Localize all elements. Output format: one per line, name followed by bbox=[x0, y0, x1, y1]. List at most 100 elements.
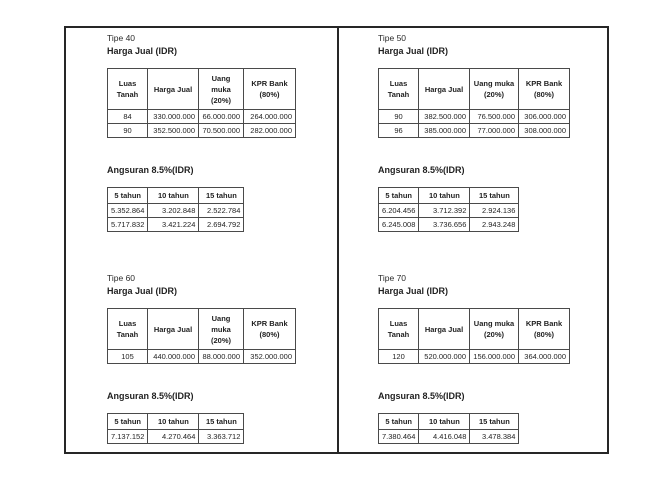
table-header-row: Luas Tanah Harga Jual Uang muka (20%) KP… bbox=[107, 308, 296, 350]
header-15-tahun: 15 tahun bbox=[198, 413, 245, 430]
cell-10-tahun: 4.270.464 bbox=[147, 429, 200, 444]
cell-luas-tanah: 90 bbox=[107, 123, 148, 138]
header-harga-jual: Harga Jual bbox=[147, 308, 199, 350]
cell-10-tahun: 4.416.048 bbox=[418, 429, 471, 444]
table-row: 6.204.456 3.712.392 2.924.136 bbox=[377, 203, 520, 218]
cell-luas-tanah: 84 bbox=[107, 109, 148, 124]
header-luas-tanah: Luas Tanah bbox=[107, 68, 148, 110]
harga-jual-title: Harga Jual (IDR) bbox=[378, 46, 449, 56]
cell-15-tahun: 2.943.248 bbox=[469, 217, 520, 232]
cell-luas-tanah: 90 bbox=[378, 109, 419, 124]
harga-jual-table-tipe-40: Luas Tanah Harga Jual Uang muka (20%) KP… bbox=[107, 68, 296, 138]
cell-5-tahun: 6.245.008 bbox=[377, 217, 420, 232]
harga-jual-title: Harga Jual (IDR) bbox=[107, 286, 178, 296]
cell-10-tahun: 3.421.224 bbox=[147, 217, 200, 232]
cell-kpr-bank: 352.000.000 bbox=[243, 349, 296, 364]
cell-kpr-bank: 308.000.000 bbox=[518, 123, 570, 138]
harga-jual-table-tipe-70: Luas Tanah Harga Jual Uang muka (20%) KP… bbox=[378, 308, 570, 364]
header-kpr-bank: KPR Bank (80%) bbox=[243, 68, 296, 110]
angsuran-title: Angsuran 8.5%(IDR) bbox=[107, 391, 194, 401]
table-header-row: 5 tahun 10 tahun 15 tahun bbox=[377, 187, 520, 204]
header-15-tahun: 15 tahun bbox=[469, 413, 520, 430]
header-harga-jual: Harga Jual bbox=[147, 68, 199, 110]
table-row: 96 385.000.000 77.000.000 308.000.000 bbox=[378, 123, 570, 138]
header-5-tahun: 5 tahun bbox=[106, 413, 149, 430]
angsuran-table-tipe-70: 5 tahun 10 tahun 15 tahun 7.380.464 4.41… bbox=[377, 413, 520, 444]
table-row: 90 382.500.000 76.500.000 306.000.000 bbox=[378, 109, 570, 124]
cell-15-tahun: 2.694.792 bbox=[198, 217, 245, 232]
angsuran-table-tipe-50: 5 tahun 10 tahun 15 tahun 6.204.456 3.71… bbox=[377, 187, 520, 232]
tipe-label: Tipe 40 bbox=[107, 33, 136, 43]
cell-15-tahun: 3.478.384 bbox=[469, 429, 520, 444]
cell-luas-tanah: 96 bbox=[378, 123, 419, 138]
table-row: 90 352.500.000 70.500.000 282.000.000 bbox=[107, 123, 296, 138]
header-10-tahun: 10 tahun bbox=[147, 413, 200, 430]
angsuran-title: Angsuran 8.5%(IDR) bbox=[378, 165, 465, 175]
header-luas-tanah: Luas Tanah bbox=[107, 308, 148, 350]
cell-uang-muka: 88.000.000 bbox=[198, 349, 244, 364]
cell-10-tahun: 3.202.848 bbox=[147, 203, 200, 218]
header-kpr-bank: KPR Bank (80%) bbox=[518, 68, 570, 110]
harga-jual-title: Harga Jual (IDR) bbox=[378, 286, 449, 296]
table-header-row: 5 tahun 10 tahun 15 tahun bbox=[377, 413, 520, 430]
header-15-tahun: 15 tahun bbox=[469, 187, 520, 204]
header-uang-muka: Uang muka (20%) bbox=[198, 308, 244, 350]
angsuran-title: Angsuran 8.5%(IDR) bbox=[378, 391, 465, 401]
angsuran-table-tipe-40: 5 tahun 10 tahun 15 tahun 5.352.864 3.20… bbox=[106, 187, 245, 232]
header-luas-tanah: Luas Tanah bbox=[378, 68, 419, 110]
cell-kpr-bank: 264.000.000 bbox=[243, 109, 296, 124]
cell-5-tahun: 5.352.864 bbox=[106, 203, 149, 218]
header-uang-muka: Uang muka (20%) bbox=[469, 308, 519, 350]
table-header-row: Luas Tanah Harga Jual Uang muka (20%) KP… bbox=[378, 308, 570, 350]
cell-harga-jual: 330.000.000 bbox=[147, 109, 199, 124]
harga-jual-table-tipe-60: Luas Tanah Harga Jual Uang muka (20%) KP… bbox=[107, 308, 296, 364]
header-harga-jual: Harga Jual bbox=[418, 308, 470, 350]
tipe-label: Tipe 50 bbox=[378, 33, 407, 43]
cell-uang-muka: 66.000.000 bbox=[198, 109, 244, 124]
left-column: Tipe 40 Harga Jual (IDR) Luas Tanah Harg… bbox=[66, 28, 339, 452]
table-row: 5.717.832 3.421.224 2.694.792 bbox=[106, 217, 245, 232]
header-uang-muka: Uang muka (20%) bbox=[198, 68, 244, 110]
document-page: Tipe 40 Harga Jual (IDR) Luas Tanah Harg… bbox=[64, 26, 609, 454]
header-5-tahun: 5 tahun bbox=[377, 413, 420, 430]
right-column: Tipe 50 Harga Jual (IDR) Luas Tanah Harg… bbox=[339, 28, 607, 452]
cell-uang-muka: 70.500.000 bbox=[198, 123, 244, 138]
table-row: 6.245.008 3.736.656 2.943.248 bbox=[377, 217, 520, 232]
table-row: 120 520.000.000 156.000.000 364.000.000 bbox=[378, 349, 570, 364]
cell-uang-muka: 156.000.000 bbox=[469, 349, 519, 364]
cell-5-tahun: 7.380.464 bbox=[377, 429, 420, 444]
cell-15-tahun: 2.522.784 bbox=[198, 203, 245, 218]
header-harga-jual: Harga Jual bbox=[418, 68, 470, 110]
cell-5-tahun: 6.204.456 bbox=[377, 203, 420, 218]
header-kpr-bank: KPR Bank (80%) bbox=[518, 308, 570, 350]
angsuran-table-tipe-60: 5 tahun 10 tahun 15 tahun 7.137.152 4.27… bbox=[106, 413, 245, 444]
cell-15-tahun: 3.363.712 bbox=[198, 429, 245, 444]
header-10-tahun: 10 tahun bbox=[147, 187, 200, 204]
angsuran-title: Angsuran 8.5%(IDR) bbox=[107, 165, 194, 175]
cell-10-tahun: 3.712.392 bbox=[418, 203, 471, 218]
tipe-label: Tipe 60 bbox=[107, 273, 136, 283]
table-header-row: Luas Tanah Harga Jual Uang muka (20%) KP… bbox=[107, 68, 296, 110]
cell-harga-jual: 520.000.000 bbox=[418, 349, 470, 364]
header-10-tahun: 10 tahun bbox=[418, 187, 471, 204]
table-header-row: Luas Tanah Harga Jual Uang muka (20%) KP… bbox=[378, 68, 570, 110]
cell-kpr-bank: 364.000.000 bbox=[518, 349, 570, 364]
harga-jual-table-tipe-50: Luas Tanah Harga Jual Uang muka (20%) KP… bbox=[378, 68, 570, 138]
cell-harga-jual: 385.000.000 bbox=[418, 123, 470, 138]
table-row: 7.380.464 4.416.048 3.478.384 bbox=[377, 429, 520, 444]
cell-harga-jual: 352.500.000 bbox=[147, 123, 199, 138]
cell-15-tahun: 2.924.136 bbox=[469, 203, 520, 218]
cell-luas-tanah: 120 bbox=[378, 349, 419, 364]
cell-harga-jual: 440.000.000 bbox=[147, 349, 199, 364]
table-header-row: 5 tahun 10 tahun 15 tahun bbox=[106, 413, 245, 430]
cell-luas-tanah: 105 bbox=[107, 349, 148, 364]
header-kpr-bank: KPR Bank (80%) bbox=[243, 308, 296, 350]
cell-5-tahun: 7.137.152 bbox=[106, 429, 149, 444]
header-luas-tanah: Luas Tanah bbox=[378, 308, 419, 350]
tipe-label: Tipe 70 bbox=[378, 273, 407, 283]
header-uang-muka: Uang muka (20%) bbox=[469, 68, 519, 110]
cell-kpr-bank: 282.000.000 bbox=[243, 123, 296, 138]
table-row: 7.137.152 4.270.464 3.363.712 bbox=[106, 429, 245, 444]
table-header-row: 5 tahun 10 tahun 15 tahun bbox=[106, 187, 245, 204]
header-10-tahun: 10 tahun bbox=[418, 413, 471, 430]
